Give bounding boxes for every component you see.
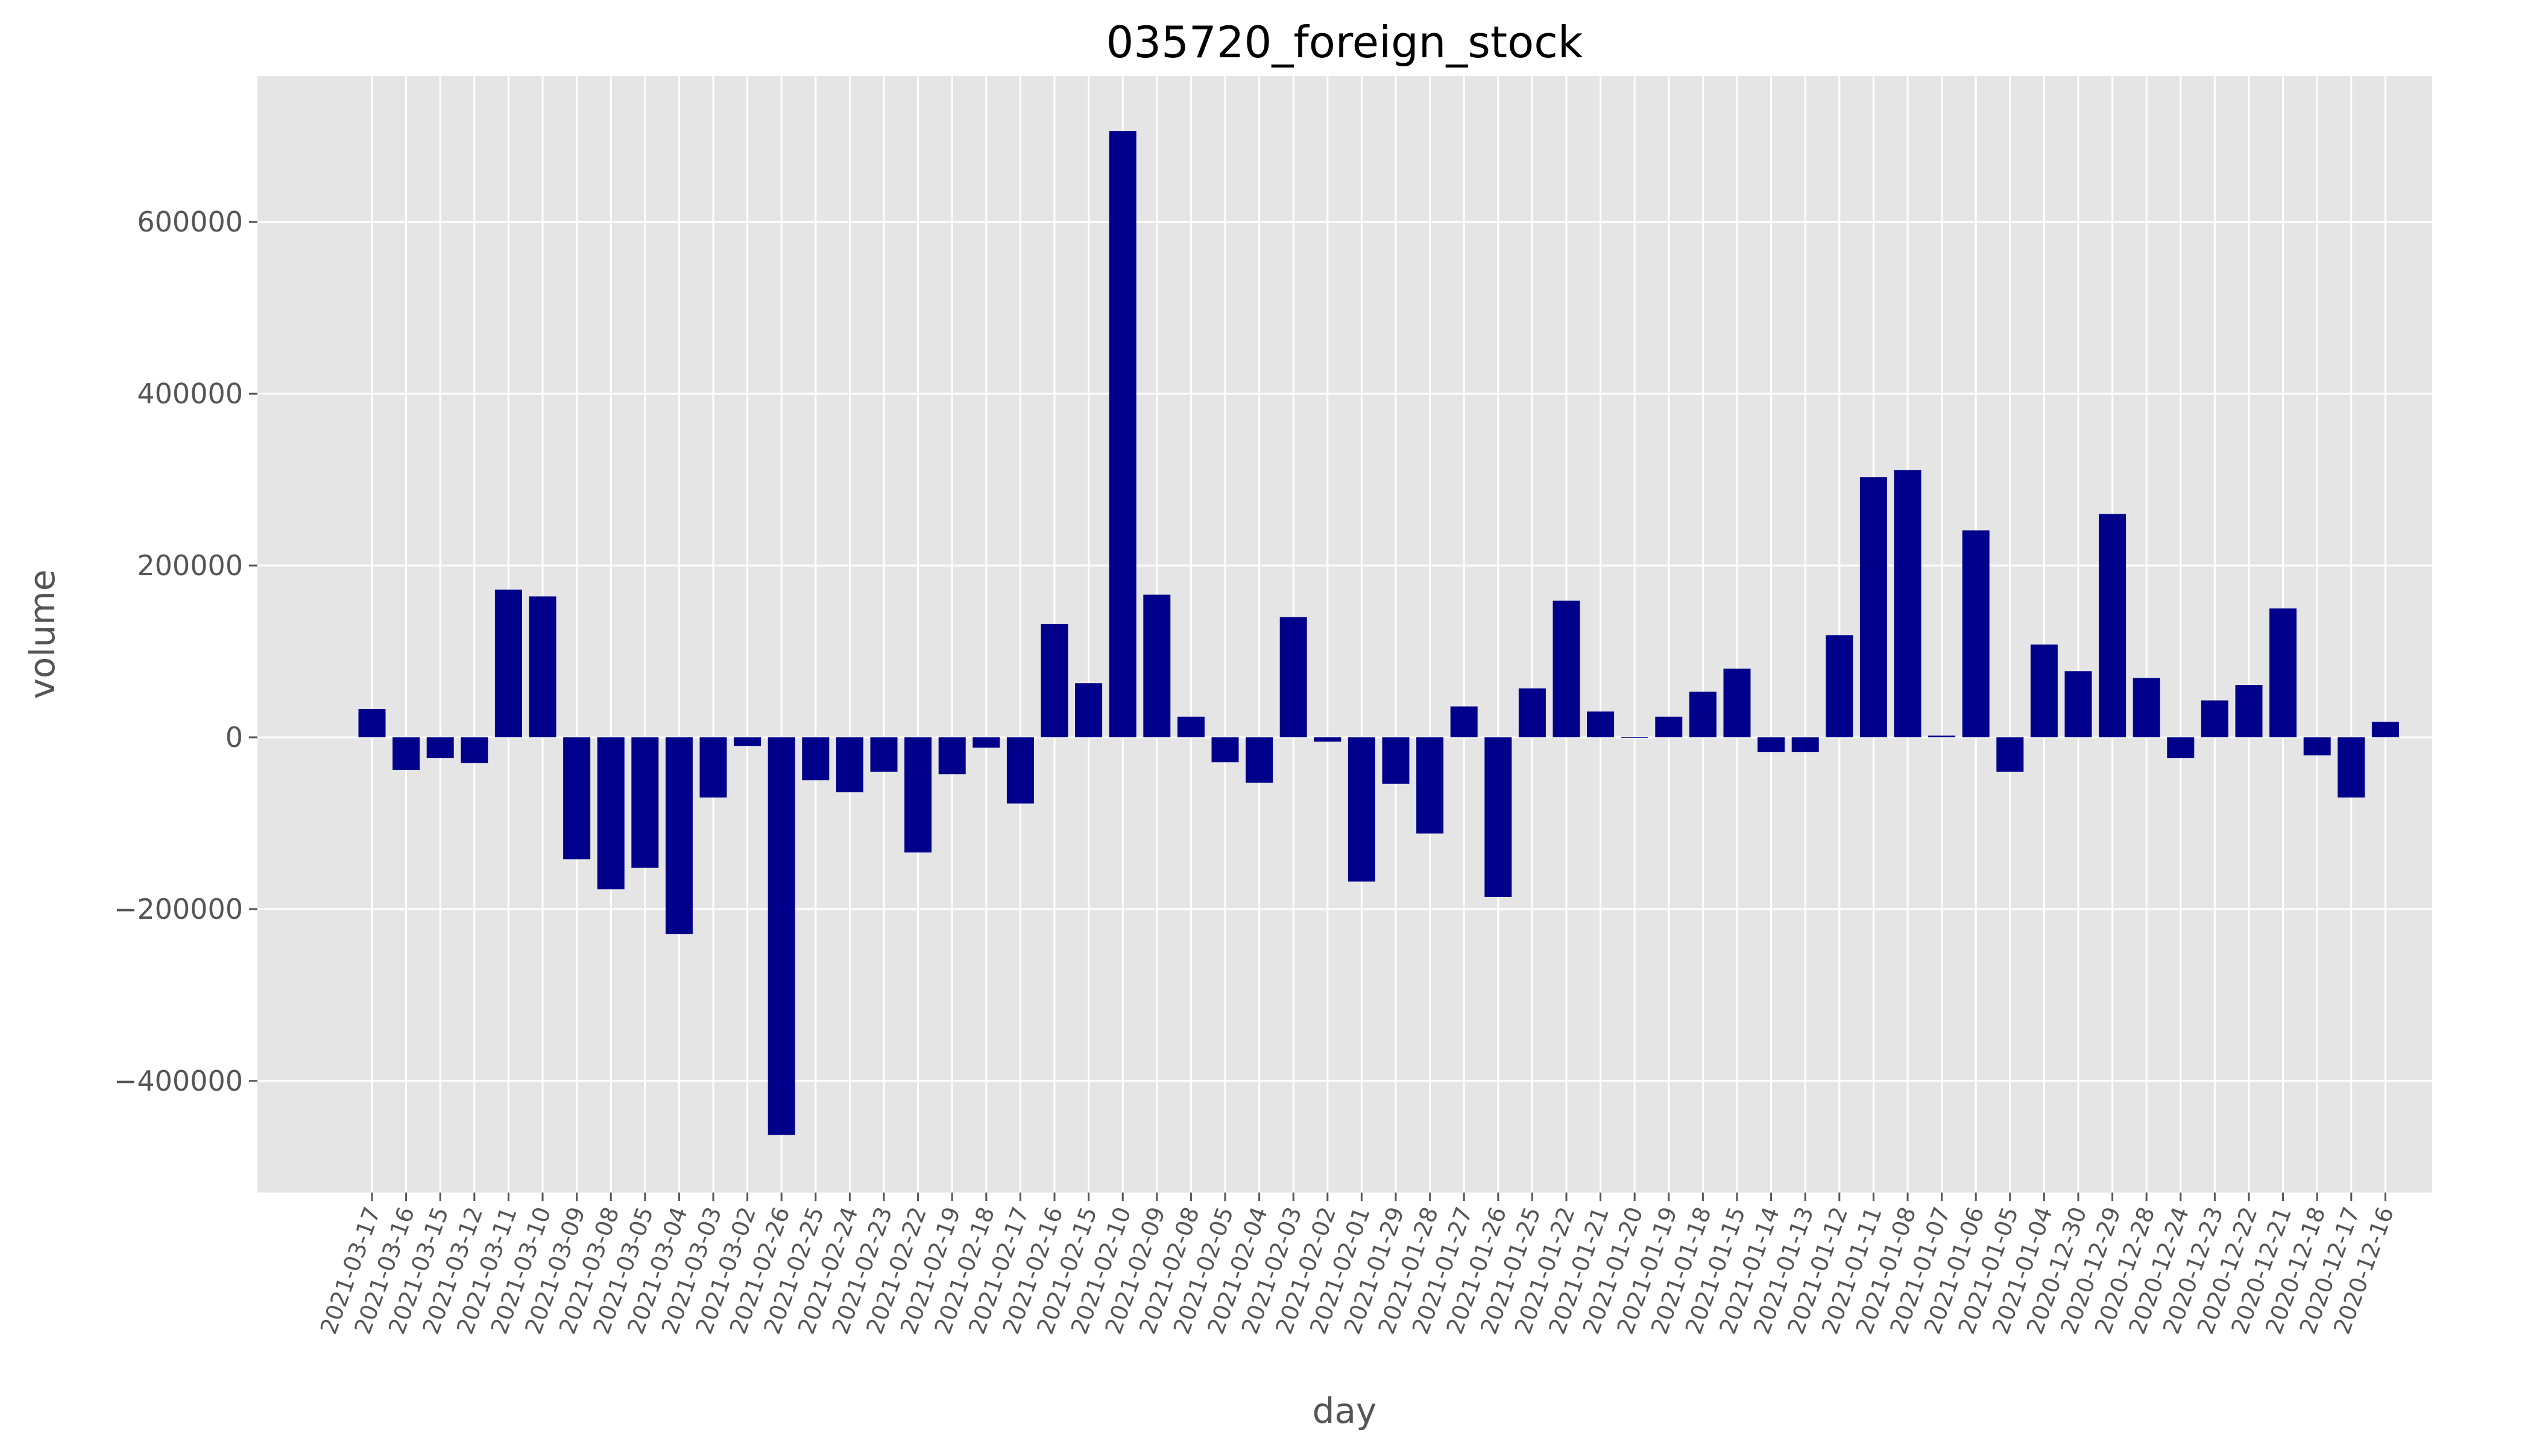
bar-2021-02-25 bbox=[802, 737, 830, 781]
bar-2021-02-26 bbox=[768, 737, 795, 1135]
bar-2021-02-24 bbox=[836, 737, 863, 793]
bar-2021-03-09 bbox=[563, 737, 591, 860]
bar-2021-01-18 bbox=[1689, 692, 1717, 737]
bar-2020-12-28 bbox=[2133, 678, 2160, 737]
bar-2020-12-22 bbox=[2235, 685, 2263, 737]
bar-2021-03-04 bbox=[665, 737, 693, 934]
bar-2021-01-11 bbox=[1859, 477, 1887, 737]
bar-2021-02-10 bbox=[1109, 131, 1136, 737]
bar-2021-01-06 bbox=[1962, 530, 1990, 737]
bar-2021-03-10 bbox=[529, 596, 556, 737]
bar-2021-01-22 bbox=[1553, 600, 1580, 737]
y-tick-label: 600000 bbox=[137, 206, 243, 238]
bar-2020-12-18 bbox=[2303, 737, 2331, 755]
bar-2021-02-03 bbox=[1279, 617, 1307, 737]
bar-2021-01-28 bbox=[1416, 737, 1444, 834]
bar-2021-02-02 bbox=[1314, 737, 1341, 742]
bar-2021-02-01 bbox=[1348, 737, 1375, 882]
bar-2021-03-02 bbox=[734, 737, 761, 746]
bar-2021-02-09 bbox=[1143, 594, 1171, 737]
bar-2020-12-23 bbox=[2201, 700, 2228, 737]
bar-2021-02-23 bbox=[870, 737, 898, 772]
y-tick-label: 200000 bbox=[137, 549, 243, 582]
plot-background bbox=[257, 76, 2432, 1193]
bar-2021-01-21 bbox=[1587, 711, 1615, 737]
bar-2021-02-17 bbox=[1006, 737, 1034, 804]
bar-2021-01-19 bbox=[1655, 716, 1683, 737]
bar-2021-02-18 bbox=[973, 737, 1000, 748]
bar-2021-01-15 bbox=[1723, 668, 1751, 737]
bar-2021-02-16 bbox=[1041, 623, 1068, 737]
bar-2021-01-27 bbox=[1450, 706, 1478, 737]
bar-2021-01-25 bbox=[1518, 688, 1546, 737]
bar-2021-02-19 bbox=[938, 737, 966, 775]
chart-title: 035720_foreign_stock bbox=[1106, 17, 1583, 68]
bar-2021-01-04 bbox=[2030, 644, 2058, 737]
bars bbox=[358, 131, 2399, 1135]
bar-2020-12-29 bbox=[2099, 514, 2126, 737]
bar-2021-03-11 bbox=[494, 589, 522, 737]
y-tick-label: −200000 bbox=[114, 893, 243, 925]
bar-2021-01-08 bbox=[1894, 470, 1921, 737]
bar-2020-12-16 bbox=[2371, 722, 2399, 737]
bar-2021-02-05 bbox=[1211, 737, 1239, 763]
bar-2021-02-22 bbox=[904, 737, 932, 852]
bar-2021-01-13 bbox=[1791, 737, 1819, 752]
bar-2021-03-05 bbox=[631, 737, 659, 868]
y-axis-label: volume bbox=[22, 570, 63, 699]
y-axis-ticks: −400000 −200000 0 200000 400000 600000 bbox=[114, 206, 257, 1097]
bar-2021-01-26 bbox=[1484, 737, 1512, 897]
x-axis-ticks: 2021-03-172021-03-162021-03-152021-03-12… bbox=[315, 1193, 2399, 1338]
bar-2020-12-30 bbox=[2064, 671, 2092, 737]
x-axis-label: day bbox=[1313, 1390, 1377, 1431]
bar-2021-01-12 bbox=[1826, 635, 1853, 737]
bar-2021-02-15 bbox=[1075, 683, 1103, 737]
bar-2021-03-17 bbox=[358, 708, 386, 737]
y-tick-label: 0 bbox=[225, 721, 243, 754]
bar-2021-01-20 bbox=[1621, 737, 1648, 738]
bar-2021-03-08 bbox=[597, 737, 625, 890]
bar-2021-02-04 bbox=[1246, 737, 1273, 783]
bar-2021-02-08 bbox=[1177, 716, 1205, 737]
bar-2020-12-24 bbox=[2167, 737, 2195, 758]
bar-2021-01-29 bbox=[1382, 737, 1410, 784]
bar-2021-01-07 bbox=[1928, 736, 1956, 737]
bar-2021-03-15 bbox=[426, 737, 454, 758]
bar-2021-01-05 bbox=[1996, 737, 2024, 772]
bar-2020-12-21 bbox=[2269, 608, 2297, 737]
bar-2020-12-17 bbox=[2338, 737, 2365, 798]
bar-2021-01-14 bbox=[1758, 737, 1785, 752]
y-tick-label: 400000 bbox=[137, 377, 243, 410]
bar-2021-03-03 bbox=[699, 737, 727, 798]
bar-2021-03-12 bbox=[461, 737, 488, 763]
y-tick-label: −400000 bbox=[114, 1065, 243, 1097]
bar-2021-03-16 bbox=[392, 737, 420, 771]
